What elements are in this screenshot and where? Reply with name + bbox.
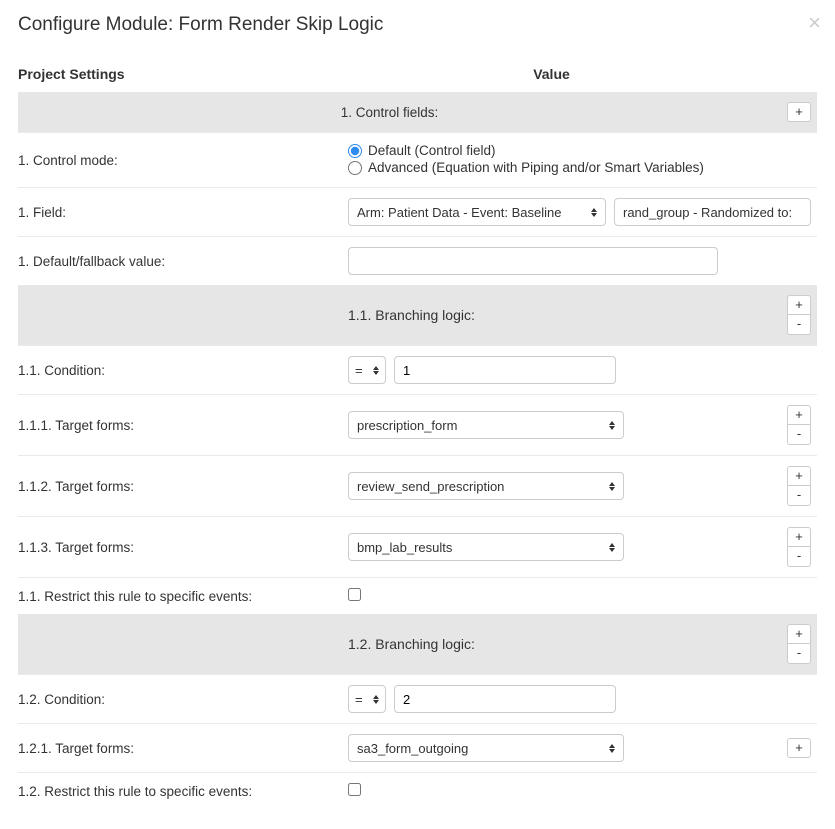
radio-default-label: Default (Control field)	[368, 143, 496, 158]
section-branching-2: 1.2. Branching logic: + -	[18, 614, 817, 675]
section-label: 1. Control fields:	[24, 105, 755, 120]
remove-branching-2-button[interactable]: -	[787, 644, 811, 664]
chevron-updown-icon	[609, 421, 615, 430]
header-settings: Project Settings	[18, 58, 348, 92]
label-target-112: 1.1.2. Target forms:	[18, 456, 348, 517]
target-112-select[interactable]: review_send_prescription	[348, 472, 624, 500]
close-icon[interactable]: ×	[808, 12, 821, 34]
chevron-updown-icon	[591, 208, 597, 217]
label-target-113: 1.1.3. Target forms:	[18, 517, 348, 578]
remove-target-113-button[interactable]: -	[787, 547, 811, 567]
label-target-111: 1.1.1. Target forms:	[18, 395, 348, 456]
field-select-value: rand_group - Randomized to:	[623, 205, 792, 220]
row-restrict-11: 1.1. Restrict this rule to specific even…	[18, 578, 817, 615]
row-target-121: 1.2.1. Target forms: sa3_form_outgoing +	[18, 724, 817, 773]
label-field: 1. Field:	[18, 188, 348, 237]
settings-table: Project Settings Value 1. Control fields…	[18, 58, 817, 809]
add-target-112-button[interactable]: +	[787, 466, 811, 486]
row-target-111: 1.1.1. Target forms: prescription_form +…	[18, 395, 817, 456]
label-fallback: 1. Default/fallback value:	[18, 237, 348, 286]
row-target-112: 1.1.2. Target forms: review_send_prescri…	[18, 456, 817, 517]
row-condition-12: 1.2. Condition: =	[18, 675, 817, 724]
target-113-value: bmp_lab_results	[357, 540, 452, 555]
row-fallback: 1. Default/fallback value:	[18, 237, 817, 286]
label-control-mode: 1. Control mode:	[18, 133, 348, 188]
config-modal: × Configure Module: Form Render Skip Log…	[0, 0, 835, 829]
header-value: Value	[348, 58, 761, 92]
target-111-value: prescription_form	[357, 418, 457, 433]
event-select-value: Arm: Patient Data - Event: Baseline	[357, 205, 561, 220]
radio-default[interactable]: Default (Control field)	[348, 143, 755, 158]
radio-advanced[interactable]: Advanced (Equation with Piping and/or Sm…	[348, 160, 755, 175]
section-control-fields: 1. Control fields: +	[18, 92, 817, 133]
label-restrict-12: 1.2. Restrict this rule to specific even…	[18, 773, 348, 810]
operator-select-12[interactable]: =	[348, 685, 386, 713]
section-branching-1: 1.1. Branching logic: + -	[18, 285, 817, 346]
operator-select-11[interactable]: =	[348, 356, 386, 384]
event-select[interactable]: Arm: Patient Data - Event: Baseline	[348, 198, 606, 226]
chevron-updown-icon	[609, 744, 615, 753]
remove-branching-1-button[interactable]: -	[787, 315, 811, 335]
radio-advanced-input[interactable]	[348, 161, 362, 175]
restrict-12-checkbox[interactable]	[348, 783, 361, 796]
row-condition-11: 1.1. Condition: =	[18, 346, 817, 395]
chevron-updown-icon	[373, 366, 379, 375]
add-target-121-button[interactable]: +	[787, 738, 811, 758]
field-select[interactable]: rand_group - Randomized to:	[614, 198, 811, 226]
add-control-field-button[interactable]: +	[787, 102, 811, 122]
radio-advanced-label: Advanced (Equation with Piping and/or Sm…	[368, 160, 704, 175]
chevron-updown-icon	[609, 482, 615, 491]
target-112-value: review_send_prescription	[357, 479, 504, 494]
label-condition-11: 1.1. Condition:	[18, 346, 348, 395]
branching-2-label: 1.2. Branching logic:	[348, 636, 475, 652]
radio-default-input[interactable]	[348, 144, 362, 158]
add-branching-1-button[interactable]: +	[787, 295, 811, 315]
target-121-select[interactable]: sa3_form_outgoing	[348, 734, 624, 762]
add-branching-2-button[interactable]: +	[787, 624, 811, 644]
target-121-value: sa3_form_outgoing	[357, 741, 468, 756]
row-restrict-12: 1.2. Restrict this rule to specific even…	[18, 773, 817, 810]
target-111-select[interactable]: prescription_form	[348, 411, 624, 439]
branching-1-label: 1.1. Branching logic:	[348, 307, 475, 323]
operator-12-value: =	[355, 692, 363, 707]
remove-target-111-button[interactable]: -	[787, 425, 811, 445]
condition-12-input[interactable]	[394, 685, 616, 713]
label-restrict-11: 1.1. Restrict this rule to specific even…	[18, 578, 348, 615]
add-target-111-button[interactable]: +	[787, 405, 811, 425]
row-target-113: 1.1.3. Target forms: bmp_lab_results + -	[18, 517, 817, 578]
chevron-updown-icon	[373, 695, 379, 704]
label-target-121: 1.2.1. Target forms:	[18, 724, 348, 773]
chevron-updown-icon	[609, 543, 615, 552]
restrict-11-checkbox[interactable]	[348, 588, 361, 601]
row-field: 1. Field: Arm: Patient Data - Event: Bas…	[18, 188, 817, 237]
condition-11-input[interactable]	[394, 356, 616, 384]
operator-11-value: =	[355, 363, 363, 378]
fallback-input[interactable]	[348, 247, 718, 275]
modal-title: Configure Module: Form Render Skip Logic	[18, 14, 817, 36]
target-113-select[interactable]: bmp_lab_results	[348, 533, 624, 561]
row-control-mode: 1. Control mode: Default (Control field)…	[18, 133, 817, 188]
add-target-113-button[interactable]: +	[787, 527, 811, 547]
remove-target-112-button[interactable]: -	[787, 486, 811, 506]
label-condition-12: 1.2. Condition:	[18, 675, 348, 724]
